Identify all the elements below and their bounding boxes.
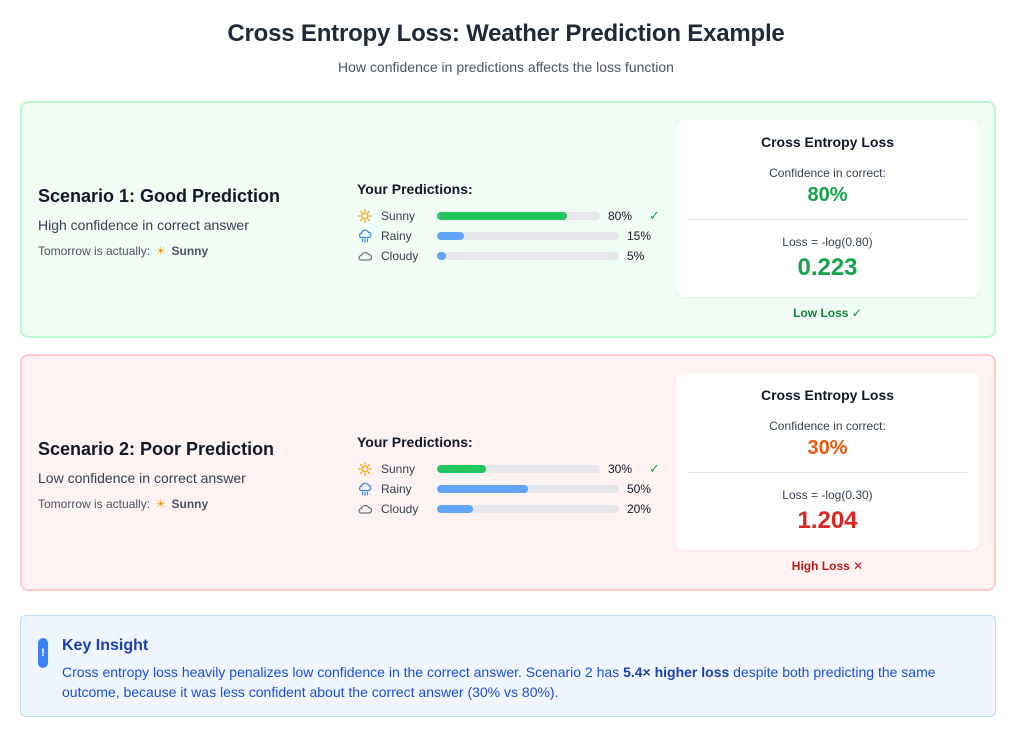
scenario-title: Scenario 1: Good Prediction [38,186,281,206]
prediction-row-cloudy: Cloudy 5% [357,247,667,265]
sun-icon: ☀ [155,244,167,258]
sun-icon [357,209,373,223]
scenario-description: High confidence in correct answer [38,217,249,233]
page-subtitle: How confidence in predictions affects th… [338,59,674,75]
loss-value: 1.204 [797,507,858,534]
probability-bar-fill [437,212,567,220]
probability-bar-fill [437,252,446,260]
actual-value: Sunny [171,244,209,258]
predictions-title: Your Predictions: [357,181,473,197]
confidence-label: Confidence in correct: [769,166,886,180]
actual-value: Sunny [171,497,209,511]
probability-percent: 50% [627,482,652,496]
actual-prefix: Tomorrow is actually: [38,244,151,258]
prediction-label: Rainy [381,482,412,496]
actual-prefix: Tomorrow is actually: [38,497,151,511]
probability-bar-fill [437,505,473,513]
probability-bar-track [437,252,619,260]
probability-bar-track [437,505,619,513]
insight-text-bold: 5.4× higher loss [623,664,730,680]
check-icon: ✓ [649,208,660,223]
probability-percent: 5% [627,249,645,263]
prediction-label: Cloudy [381,249,419,263]
cloud-icon [357,502,373,516]
prediction-row-sunny: Sunny 30% ✓ [357,460,667,478]
divider [688,219,967,220]
actual-weather: Tomorrow is actually: ☀ Sunny [38,244,208,258]
prediction-row-rainy: Rainy 15% [357,227,667,245]
probability-bar-track [437,465,600,473]
loss-verdict: Low Loss ✓ [793,306,862,320]
cloud-icon [357,249,373,263]
check-icon: ✓ [649,461,660,476]
loss-formula: Loss = -log(0.30) [782,488,873,502]
prediction-row-rainy: Rainy 50% [357,480,667,498]
probability-bar-track [437,232,619,240]
probability-percent: 80% [608,209,633,223]
probability-percent: 20% [627,502,652,516]
prediction-row-cloudy: Cloudy 20% [357,500,667,518]
loss-formula: Loss = -log(0.80) [782,235,873,249]
prediction-label: Sunny [381,462,416,476]
probability-bar-fill [437,465,486,473]
divider [688,472,967,473]
confidence-value: 80% [807,184,848,206]
prediction-row-sunny: Sunny 80% ✓ [357,207,667,225]
prediction-label: Cloudy [381,502,419,516]
probability-bar-track [437,212,600,220]
probability-bar-fill [437,232,464,240]
key-insight-panel: ! Key Insight Cross entropy loss heavily… [20,615,996,717]
actual-weather: Tomorrow is actually: ☀ Sunny [38,497,208,511]
scenario-description: Low confidence in correct answer [38,470,246,486]
loss-panel-title: Cross Entropy Loss [760,387,895,403]
loss-panel: Cross Entropy Loss Confidence in correct… [676,373,979,550]
prediction-label: Sunny [381,209,416,223]
scenario-title: Scenario 2: Poor Prediction [38,439,275,459]
probability-bar-fill [437,485,528,493]
confidence-label: Confidence in correct: [769,419,886,433]
scenario-card-good: Scenario 1: Good Prediction High confide… [20,101,996,338]
exclamation-icon: ! [38,638,48,668]
page-title: Cross Entropy Loss: Weather Prediction E… [227,20,785,47]
prediction-label: Rainy [381,229,412,243]
insight-text-before: Cross entropy loss heavily penalizes low… [62,664,624,680]
loss-value: 0.223 [797,254,858,281]
loss-panel: Cross Entropy Loss Confidence in correct… [676,120,979,297]
sun-icon [357,462,373,476]
loss-verdict: High Loss ✕ [791,559,864,573]
probability-bar-track [437,485,619,493]
sun-icon: ☀ [155,497,167,511]
confidence-value: 30% [807,437,848,459]
predictions-title: Your Predictions: [357,434,473,450]
insight-text-after: despite both predicting the same outcome… [62,664,936,700]
probability-percent: 15% [627,229,652,243]
rain-cloud-icon [357,482,373,496]
loss-panel-title: Cross Entropy Loss [760,134,895,150]
scenario-card-poor: Scenario 2: Poor Prediction Low confiden… [20,354,996,591]
rain-cloud-icon [357,229,373,243]
insight-text: Cross entropy loss heavily penalizes low… [62,662,982,702]
insight-title: Key Insight [62,637,149,654]
probability-percent: 30% [608,462,633,476]
